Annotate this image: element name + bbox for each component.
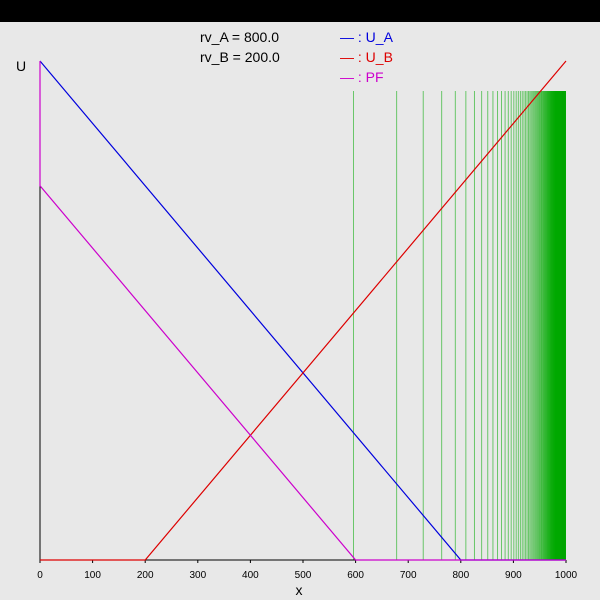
top-bar <box>0 0 600 22</box>
series-line-u-a <box>39 60 566 561</box>
x-tick-label: 0 <box>37 570 43 581</box>
x-tick-label: 800 <box>452 570 469 581</box>
series-line-u-b <box>40 60 567 561</box>
axes <box>39 61 561 561</box>
param-rv-b: rv_B = 200.0 <box>200 49 280 65</box>
legend-entry-u-a: — : U_A <box>340 29 394 45</box>
x-tick-label: 100 <box>84 570 101 581</box>
parameter-labels: rv_A = 800.0 rv_B = 200.0 <box>200 29 280 65</box>
x-tick-label: 1000 <box>555 570 578 581</box>
x-ticks: 0 100 200 300 400 500 600 700 800 900 1000 <box>37 560 578 581</box>
series-line-pf <box>39 61 566 561</box>
x-tick-label: 500 <box>295 570 312 581</box>
x-tick-label: 900 <box>505 570 522 581</box>
x-tick-label: 300 <box>189 570 206 581</box>
legend-entry-u-b: — : U_B <box>340 49 393 65</box>
legend: — : U_A — : U_B — : PF <box>340 29 394 85</box>
x-axis-label: x <box>296 582 303 598</box>
x-tick-label: 400 <box>242 570 259 581</box>
legend-entry-pf: — : PF <box>340 69 384 85</box>
param-rv-a: rv_A = 800.0 <box>200 29 279 45</box>
series-lines <box>39 60 567 561</box>
x-tick-label: 700 <box>400 570 417 581</box>
x-tick-label: 200 <box>137 570 154 581</box>
green-marker-lines <box>352 90 566 560</box>
y-axis-label: U <box>16 58 26 74</box>
x-tick-label: 600 <box>347 570 364 581</box>
